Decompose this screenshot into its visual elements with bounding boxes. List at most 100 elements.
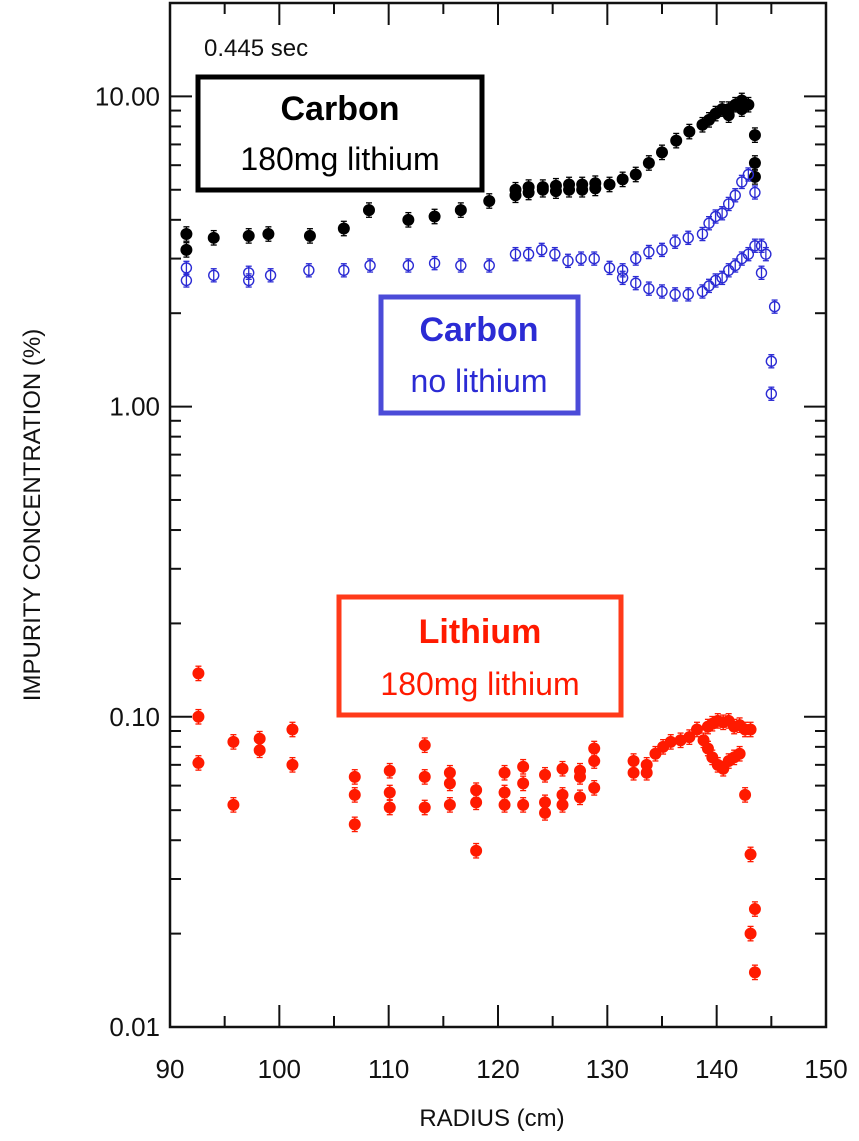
data-point — [709, 210, 722, 223]
annotation-box — [378, 294, 581, 416]
data-point — [748, 156, 761, 169]
data-point — [242, 229, 255, 242]
data-point — [348, 818, 361, 831]
annotation-title: Carbon — [420, 311, 539, 349]
data-point — [443, 777, 456, 790]
data-point — [643, 282, 655, 295]
data-point — [337, 222, 350, 235]
data-point — [402, 259, 415, 272]
data-point — [180, 228, 193, 241]
data-point — [402, 213, 415, 226]
data-point — [765, 355, 778, 367]
data-point — [498, 766, 511, 779]
x-tick-label: 90 — [156, 1054, 185, 1084]
data-point — [670, 134, 683, 147]
axis-ticks — [169, 2, 827, 1028]
data-point — [286, 758, 299, 771]
y-tick-labels: 0.01 0.10 1.00 10.00 — [95, 81, 160, 1042]
data-point — [243, 274, 255, 287]
data-point — [744, 723, 757, 736]
data-point — [348, 788, 361, 801]
data-point — [338, 264, 350, 277]
data-point — [483, 194, 496, 207]
annotation-subtitle: 180mg lithium — [380, 666, 579, 702]
y-tick-label: 0.10 — [109, 702, 160, 732]
data-point — [455, 259, 467, 272]
annotation-lithium-lithium: Lithium 180mg lithium — [336, 594, 624, 718]
data-point — [575, 252, 587, 265]
data-point — [192, 756, 205, 769]
data-point — [589, 177, 602, 190]
data-points — [180, 92, 781, 981]
data-point — [383, 801, 396, 814]
data-point — [630, 252, 642, 265]
data-point — [748, 129, 761, 142]
data-point — [656, 146, 668, 159]
data-point — [716, 272, 728, 284]
data-point — [470, 796, 483, 809]
data-point — [749, 240, 761, 252]
data-point — [640, 766, 653, 779]
data-point — [616, 173, 629, 186]
data-point — [656, 244, 668, 256]
data-point — [748, 903, 761, 916]
data-point — [454, 204, 467, 217]
data-point — [744, 848, 757, 861]
data-point — [629, 168, 642, 181]
data-point — [286, 723, 299, 736]
data-point — [748, 966, 761, 979]
data-point — [627, 766, 640, 779]
data-point — [522, 186, 535, 199]
data-point — [696, 228, 709, 240]
data-point — [765, 388, 778, 400]
x-tick-label: 150 — [804, 1054, 847, 1084]
data-point — [716, 207, 728, 219]
data-point — [262, 228, 275, 241]
data-point — [517, 777, 530, 790]
annotation-carbon-lithium: Carbon 180mg lithium — [195, 74, 485, 193]
data-point — [428, 210, 441, 223]
data-point — [588, 755, 601, 768]
data-point — [383, 786, 396, 799]
data-point — [227, 798, 240, 811]
x-tick-label: 140 — [695, 1054, 738, 1084]
annotation-title: Carbon — [281, 90, 400, 128]
y-axis-title: IMPURITY CONCENTRATION (%) — [19, 329, 46, 701]
data-point — [642, 156, 655, 169]
data-point — [539, 768, 552, 781]
data-point — [383, 764, 396, 777]
data-point — [470, 784, 483, 797]
data-point — [643, 246, 655, 258]
time-label: 0.445 sec — [204, 35, 308, 62]
data-point — [536, 244, 548, 256]
data-point — [556, 798, 569, 811]
data-point — [180, 262, 193, 274]
data-point — [656, 285, 668, 298]
data-point — [630, 277, 642, 289]
data-point — [669, 288, 681, 301]
data-point — [742, 248, 755, 260]
x-tick-label: 130 — [586, 1054, 629, 1084]
annotation-box — [336, 594, 624, 718]
data-point — [733, 747, 746, 760]
annotation-title: Lithium — [419, 613, 542, 651]
data-point — [768, 300, 781, 313]
data-point — [364, 259, 376, 272]
data-point — [180, 243, 193, 256]
data-point — [208, 269, 220, 281]
series-0 — [180, 92, 761, 258]
data-point — [207, 231, 220, 244]
series-2 — [192, 665, 761, 981]
data-point — [760, 248, 772, 260]
x-tick-label: 120 — [476, 1054, 519, 1084]
x-tick-label: 100 — [258, 1054, 301, 1084]
x-axis-title: RADIUS (cm) — [419, 1105, 564, 1132]
data-point — [509, 183, 522, 196]
data-point — [418, 739, 431, 752]
data-point — [517, 798, 530, 811]
data-point — [682, 288, 694, 301]
data-point — [749, 186, 761, 199]
data-point — [576, 178, 589, 191]
data-point — [627, 755, 640, 768]
data-point — [303, 264, 315, 277]
